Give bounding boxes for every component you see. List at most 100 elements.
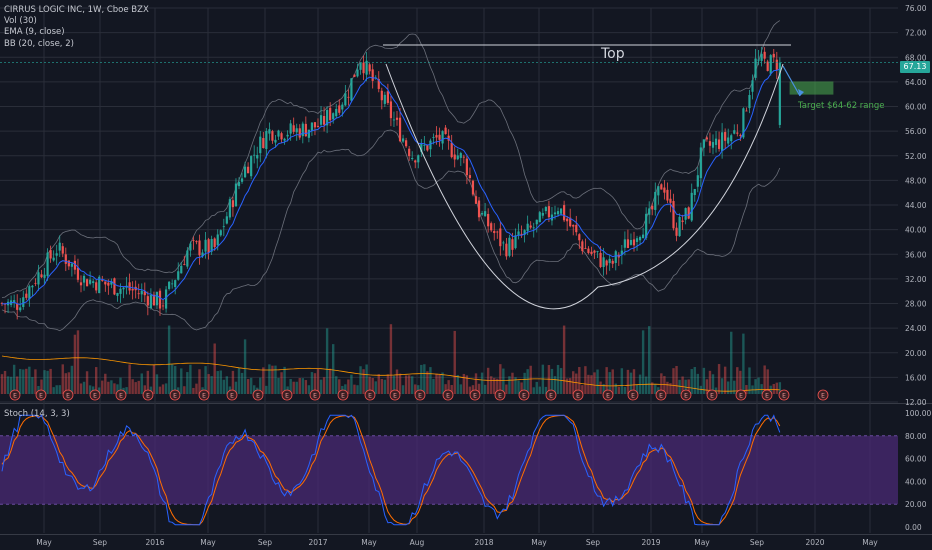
candle-body[interactable] xyxy=(204,239,207,252)
candle-body[interactable] xyxy=(174,280,177,287)
candle-body[interactable] xyxy=(608,258,611,264)
candle-body[interactable] xyxy=(70,263,73,267)
candle-body[interactable] xyxy=(581,241,584,252)
candle-body[interactable] xyxy=(280,133,283,140)
candle-body[interactable] xyxy=(338,105,341,113)
candle-body[interactable] xyxy=(329,107,332,121)
earnings-marker[interactable] xyxy=(281,389,293,401)
candle-body[interactable] xyxy=(389,101,393,119)
candle-body[interactable] xyxy=(34,282,37,284)
earnings-marker[interactable] xyxy=(572,389,584,401)
candle-body[interactable] xyxy=(40,274,43,278)
candle-body[interactable] xyxy=(265,130,268,149)
earnings-marker[interactable] xyxy=(142,389,154,401)
candle-body[interactable] xyxy=(748,95,751,109)
candle-body[interactable] xyxy=(684,208,687,220)
earnings-marker[interactable] xyxy=(364,389,376,401)
candle-body[interactable] xyxy=(195,241,198,243)
earnings-marker[interactable] xyxy=(761,389,773,401)
candle-body[interactable] xyxy=(107,282,110,286)
candle-body[interactable] xyxy=(678,216,681,237)
candle-body[interactable] xyxy=(550,214,554,221)
candle-body[interactable] xyxy=(104,281,107,285)
candle-body[interactable] xyxy=(435,135,438,138)
candle-body[interactable] xyxy=(143,291,146,296)
candle-body[interactable] xyxy=(274,139,277,143)
candle-body[interactable] xyxy=(225,216,228,224)
candle-body[interactable] xyxy=(219,230,222,236)
candle-body[interactable] xyxy=(556,211,560,215)
earnings-marker[interactable] xyxy=(518,389,530,401)
candle-body[interactable] xyxy=(417,155,420,163)
candle-body[interactable] xyxy=(13,300,16,303)
candle-body[interactable] xyxy=(149,294,152,309)
earnings-marker[interactable] xyxy=(414,389,426,401)
candle-body[interactable] xyxy=(350,78,353,101)
candle-body[interactable] xyxy=(593,250,596,253)
earnings-marker[interactable] xyxy=(602,389,614,401)
candle-body[interactable] xyxy=(511,239,514,250)
candle-body[interactable] xyxy=(769,55,772,74)
candle-body[interactable] xyxy=(222,226,225,228)
candle-body[interactable] xyxy=(344,93,347,106)
candle-body[interactable] xyxy=(347,96,350,98)
earnings-marker[interactable] xyxy=(252,389,264,401)
candle-body[interactable] xyxy=(168,281,171,289)
candle-body[interactable] xyxy=(438,134,441,140)
candle-body[interactable] xyxy=(711,142,715,148)
candle-body[interactable] xyxy=(590,251,593,254)
candle-body[interactable] xyxy=(739,134,742,136)
candle-body[interactable] xyxy=(605,260,608,266)
candle-body[interactable] xyxy=(101,279,104,281)
candle-body[interactable] xyxy=(76,267,80,280)
candle-body[interactable] xyxy=(745,110,748,112)
candle-body[interactable] xyxy=(383,94,386,104)
candle-body[interactable] xyxy=(304,123,307,137)
earnings-marker[interactable] xyxy=(309,389,321,401)
candle-body[interactable] xyxy=(67,260,70,267)
candle-body[interactable] xyxy=(231,200,235,208)
candle-body[interactable] xyxy=(620,250,623,256)
candle-body[interactable] xyxy=(471,180,475,195)
candle-body[interactable] xyxy=(64,254,67,264)
earnings-marker[interactable] xyxy=(735,389,747,401)
candle-body[interactable] xyxy=(663,187,666,193)
candle-body[interactable] xyxy=(98,276,101,294)
candle-body[interactable] xyxy=(575,224,578,233)
candle-body[interactable] xyxy=(638,236,642,241)
candle-body[interactable] xyxy=(146,296,149,306)
candle-body[interactable] xyxy=(335,108,338,117)
candle-body[interactable] xyxy=(693,188,696,196)
candle-body[interactable] xyxy=(760,53,763,61)
earnings-marker[interactable] xyxy=(89,389,101,401)
candle-body[interactable] xyxy=(316,125,320,127)
candle-body[interactable] xyxy=(602,257,605,268)
candle-body[interactable] xyxy=(544,206,547,212)
candle-body[interactable] xyxy=(259,136,262,154)
earnings-marker[interactable] xyxy=(817,389,829,401)
candle-body[interactable] xyxy=(398,117,402,142)
candle-body[interactable] xyxy=(775,59,778,70)
candle-body[interactable] xyxy=(632,239,636,246)
candle-body[interactable] xyxy=(553,212,557,215)
candle-body[interactable] xyxy=(727,137,730,144)
candle-body[interactable] xyxy=(736,132,739,134)
candle-body[interactable] xyxy=(0,303,4,304)
candle-body[interactable] xyxy=(82,275,86,283)
earnings-marker[interactable] xyxy=(115,389,127,401)
candle-body[interactable] xyxy=(395,117,399,120)
candle-body[interactable] xyxy=(31,285,34,288)
candle-body[interactable] xyxy=(526,223,529,231)
candle-body[interactable] xyxy=(547,206,551,218)
candle-body[interactable] xyxy=(362,62,365,74)
candle-body[interactable] xyxy=(253,154,256,156)
candle-body[interactable] xyxy=(283,138,286,141)
earnings-marker[interactable] xyxy=(9,389,21,401)
candle-body[interactable] xyxy=(155,291,159,306)
candle-body[interactable] xyxy=(240,178,244,182)
candle-body[interactable] xyxy=(256,155,259,159)
earnings-marker[interactable] xyxy=(169,389,181,401)
candle-body[interactable] xyxy=(572,224,575,227)
candle-body[interactable] xyxy=(201,252,204,257)
candle-body[interactable] xyxy=(268,129,271,134)
